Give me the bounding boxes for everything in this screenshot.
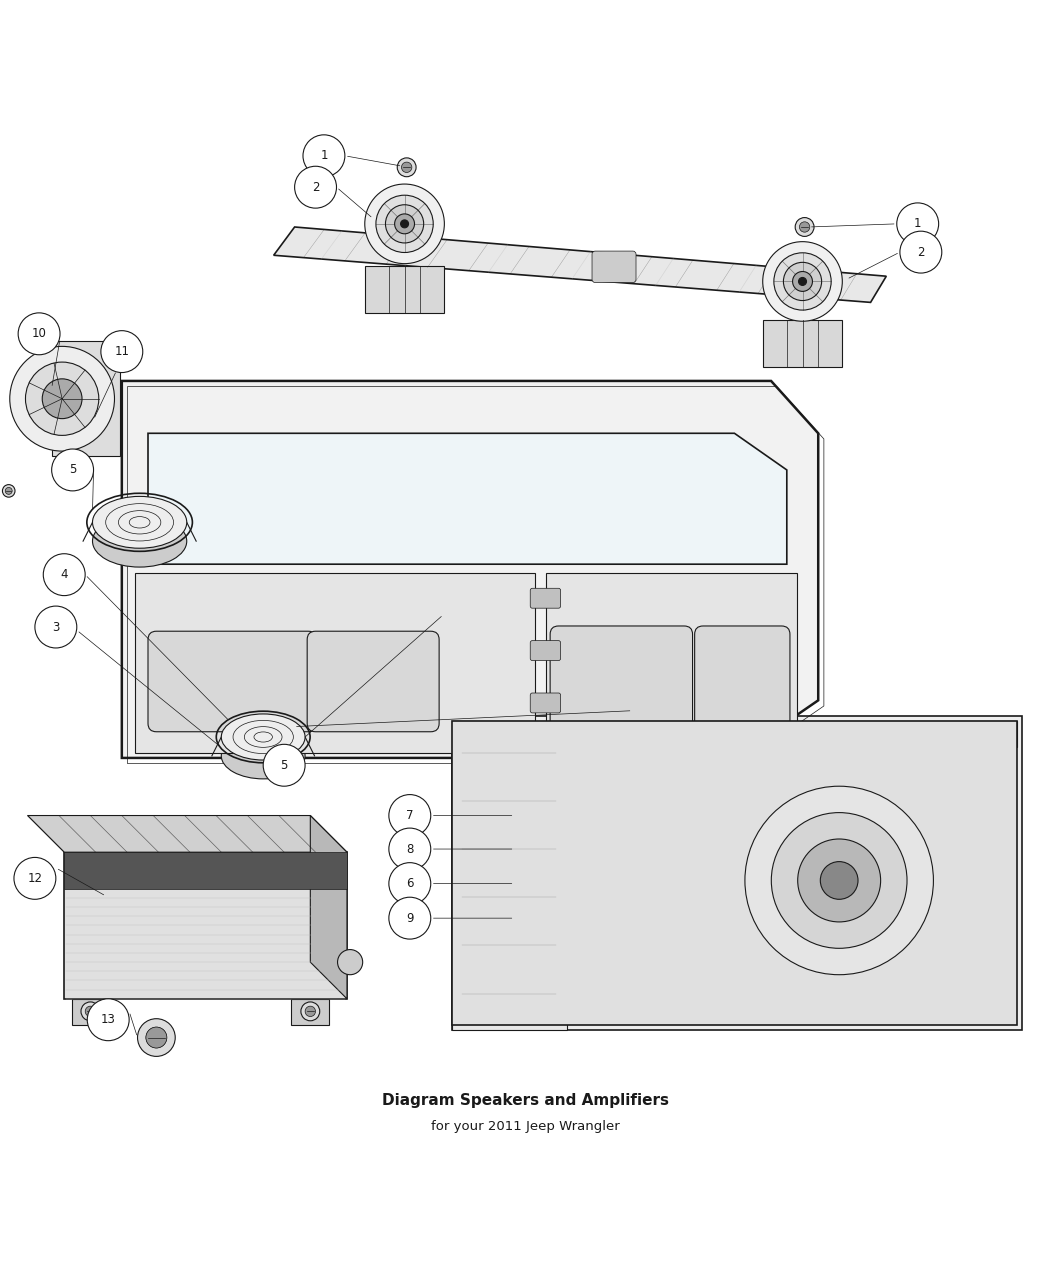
Circle shape (395, 214, 415, 233)
Circle shape (138, 1019, 175, 1057)
Circle shape (81, 1002, 100, 1021)
Circle shape (51, 449, 93, 491)
Text: 3: 3 (52, 621, 60, 634)
Circle shape (385, 205, 423, 244)
Text: 8: 8 (406, 843, 414, 856)
FancyBboxPatch shape (592, 251, 636, 283)
Text: for your 2011 Jeep Wrangler: for your 2011 Jeep Wrangler (430, 1119, 620, 1133)
Circle shape (43, 553, 85, 595)
Polygon shape (452, 722, 1017, 747)
Text: 5: 5 (280, 759, 288, 771)
Text: 1: 1 (320, 149, 328, 162)
Circle shape (900, 231, 942, 273)
Bar (51, 342, 120, 456)
FancyBboxPatch shape (695, 626, 790, 732)
Circle shape (303, 135, 344, 177)
FancyBboxPatch shape (530, 694, 561, 713)
Circle shape (2, 484, 15, 497)
Text: Diagram Speakers and Amplifiers: Diagram Speakers and Amplifiers (381, 1093, 669, 1108)
Circle shape (295, 166, 336, 208)
Bar (71, 998, 109, 1025)
FancyBboxPatch shape (530, 588, 561, 608)
Ellipse shape (92, 496, 187, 548)
Polygon shape (135, 572, 536, 752)
Text: 9: 9 (406, 912, 414, 924)
Bar (292, 998, 329, 1025)
Circle shape (376, 195, 434, 252)
Circle shape (388, 898, 430, 940)
Circle shape (18, 312, 60, 354)
Circle shape (388, 794, 430, 836)
Circle shape (783, 263, 821, 301)
Text: 5: 5 (69, 463, 77, 477)
Text: 4: 4 (61, 569, 68, 581)
Circle shape (337, 950, 362, 974)
Polygon shape (148, 434, 786, 565)
Circle shape (799, 222, 810, 232)
Circle shape (793, 272, 813, 292)
Text: 2: 2 (312, 181, 319, 194)
FancyBboxPatch shape (148, 631, 317, 732)
Text: 13: 13 (101, 1014, 116, 1026)
Circle shape (772, 812, 907, 949)
Circle shape (301, 1002, 320, 1021)
Polygon shape (122, 381, 818, 757)
Text: 10: 10 (32, 328, 46, 340)
Circle shape (25, 362, 99, 435)
Polygon shape (546, 572, 797, 752)
Text: 11: 11 (114, 346, 129, 358)
Bar (364, 265, 444, 312)
Circle shape (401, 162, 412, 172)
Text: 6: 6 (406, 877, 414, 890)
Circle shape (897, 203, 939, 245)
Circle shape (397, 158, 416, 177)
Circle shape (774, 252, 832, 310)
Circle shape (101, 330, 143, 372)
Circle shape (35, 606, 77, 648)
Bar (762, 320, 842, 367)
Ellipse shape (222, 714, 306, 760)
Ellipse shape (222, 733, 306, 779)
Polygon shape (274, 227, 886, 302)
FancyBboxPatch shape (530, 640, 561, 660)
Circle shape (146, 1028, 167, 1048)
Circle shape (401, 219, 408, 228)
Polygon shape (27, 816, 346, 852)
Circle shape (85, 1006, 96, 1016)
FancyBboxPatch shape (308, 631, 439, 732)
Circle shape (744, 787, 933, 974)
Circle shape (799, 278, 806, 286)
Text: 1: 1 (914, 217, 922, 231)
FancyBboxPatch shape (550, 626, 693, 732)
Polygon shape (311, 816, 347, 998)
Circle shape (14, 857, 56, 899)
Polygon shape (452, 722, 567, 1030)
Text: 7: 7 (406, 810, 414, 822)
Circle shape (364, 184, 444, 264)
Circle shape (87, 998, 129, 1040)
Circle shape (820, 862, 858, 899)
Text: 12: 12 (27, 872, 42, 885)
Bar (64, 852, 347, 889)
Circle shape (388, 827, 430, 870)
Circle shape (795, 218, 814, 236)
Circle shape (388, 863, 430, 904)
Circle shape (798, 839, 881, 922)
Circle shape (5, 487, 13, 495)
Circle shape (146, 1028, 167, 1048)
Text: 2: 2 (917, 246, 925, 259)
Bar (452, 722, 1017, 1025)
Ellipse shape (92, 515, 187, 567)
Bar (64, 852, 347, 998)
Circle shape (42, 379, 82, 418)
Circle shape (306, 1006, 315, 1016)
Circle shape (762, 242, 842, 321)
Polygon shape (452, 717, 1023, 1030)
Circle shape (9, 347, 114, 451)
Circle shape (264, 745, 306, 787)
